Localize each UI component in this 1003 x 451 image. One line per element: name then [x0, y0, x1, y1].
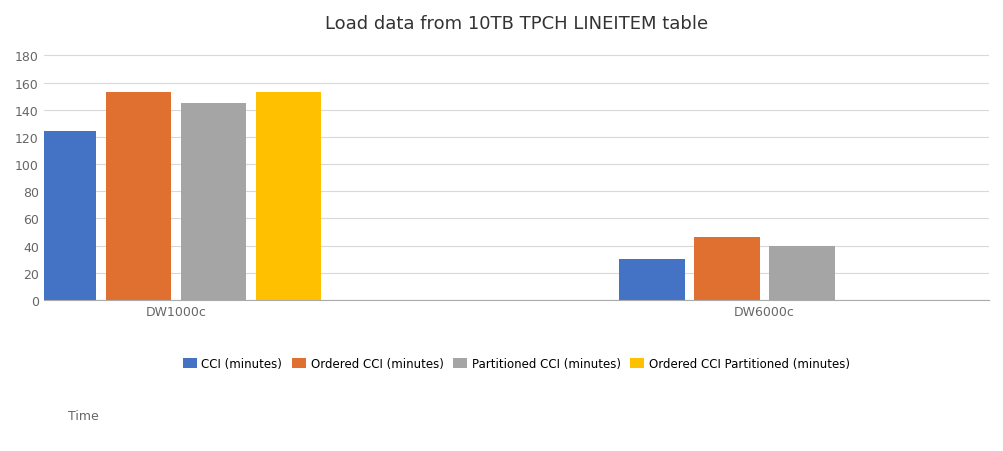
Title: Load data from 10TB TPCH LINEITEM table: Load data from 10TB TPCH LINEITEM table	[325, 15, 707, 33]
Bar	[256, 93, 321, 300]
Bar	[181, 104, 246, 300]
Text: Time: Time	[68, 410, 99, 423]
Bar	[693, 238, 759, 300]
Bar	[31, 132, 96, 300]
Legend: CCI (minutes), Ordered CCI (minutes), Partitioned CCI (minutes), Ordered CCI Par: CCI (minutes), Ordered CCI (minutes), Pa…	[178, 352, 855, 375]
Bar	[768, 246, 833, 300]
Bar	[619, 259, 684, 300]
Bar	[105, 93, 172, 300]
